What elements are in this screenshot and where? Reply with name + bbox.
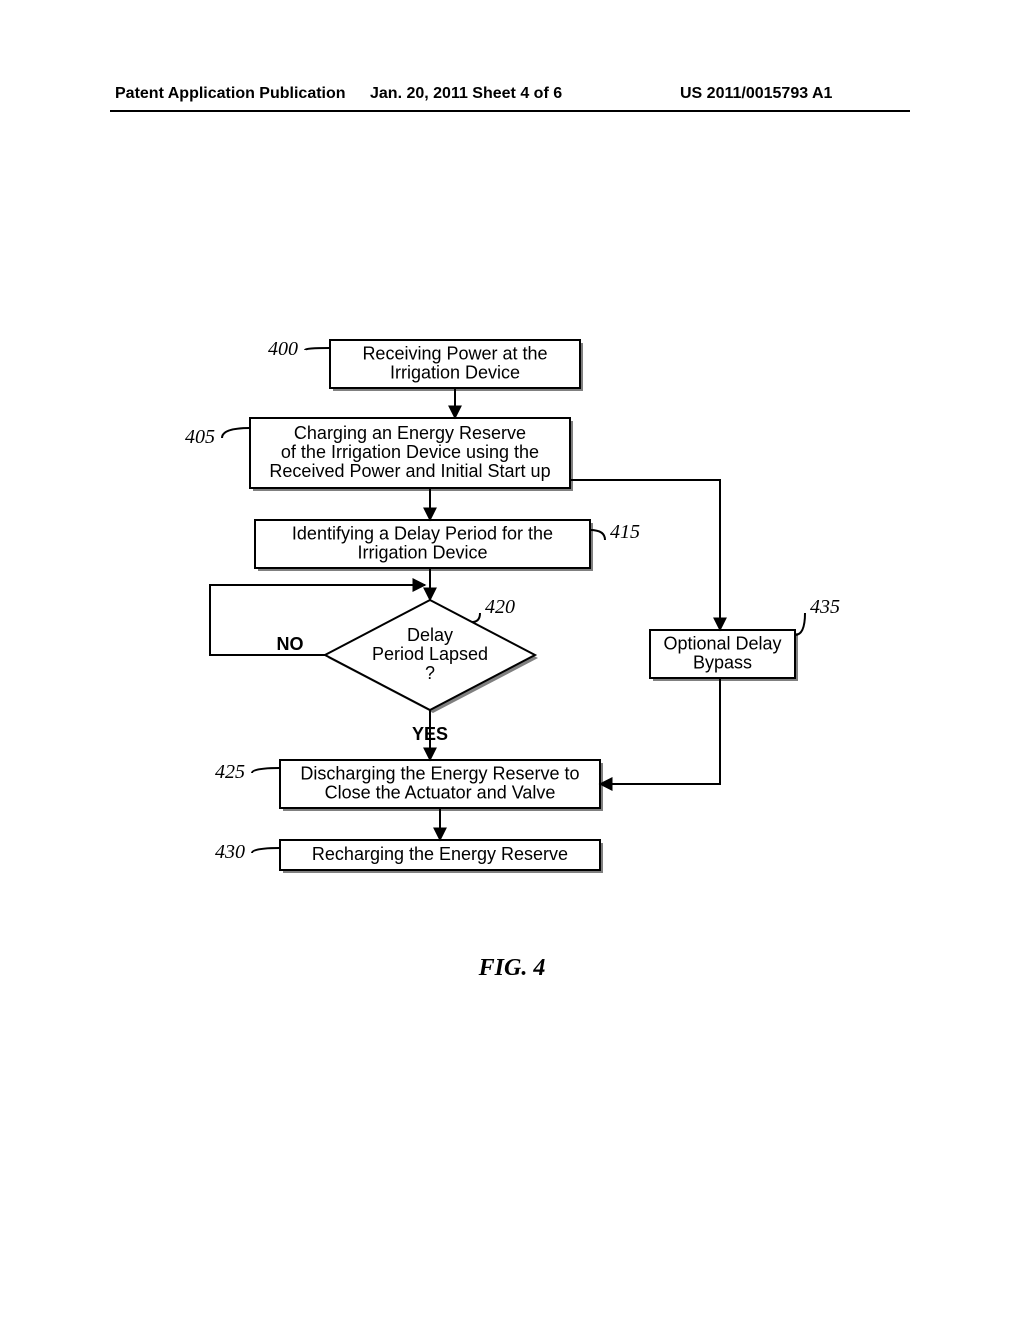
flow-box-text: Recharging the Energy Reserve (312, 844, 568, 864)
flow-arrow (600, 678, 720, 784)
ref-405: 405 (185, 426, 215, 448)
ref-435: 435 (810, 596, 840, 618)
ref-425: 425 (215, 761, 245, 783)
flow-box-text: Identifying a Delay Period for the (292, 523, 553, 543)
flow-box-text: Irrigation Device (357, 542, 487, 562)
ref-430: 430 (215, 841, 245, 863)
decision-text: Period Lapsed (372, 644, 488, 664)
ref-415: 415 (610, 521, 640, 543)
yes-label: YES (412, 724, 448, 744)
no-label: NO (277, 634, 304, 654)
figure-label: FIG. 4 (0, 955, 1024, 982)
flow-box-text: Bypass (693, 652, 752, 672)
header-right: US 2011/0015793 A1 (680, 85, 832, 103)
flow-box-text: Discharging the Energy Reserve to (300, 763, 579, 783)
header-rule (110, 110, 910, 112)
decision-text: Delay (407, 625, 453, 645)
header-left: Patent Application Publication (115, 85, 346, 103)
flow-box-text: Received Power and Initial Start up (269, 461, 550, 481)
flow-box-text: Charging an Energy Reserve (294, 423, 526, 443)
flow-box-text: Irrigation Device (390, 362, 520, 382)
flow-box-text: of the Irrigation Device using the (281, 442, 539, 462)
flowchart: Receiving Power at theIrrigation DeviceC… (150, 330, 870, 950)
header-center: Jan. 20, 2011 Sheet 4 of 6 (370, 85, 562, 103)
decision-text: ? (425, 663, 435, 683)
flow-box-text: Receiving Power at the (362, 343, 547, 363)
ref-400: 400 (268, 338, 298, 360)
ref-420: 420 (485, 596, 515, 618)
flow-box-text: Optional Delay (663, 633, 781, 653)
flow-box-text: Close the Actuator and Valve (325, 782, 556, 802)
